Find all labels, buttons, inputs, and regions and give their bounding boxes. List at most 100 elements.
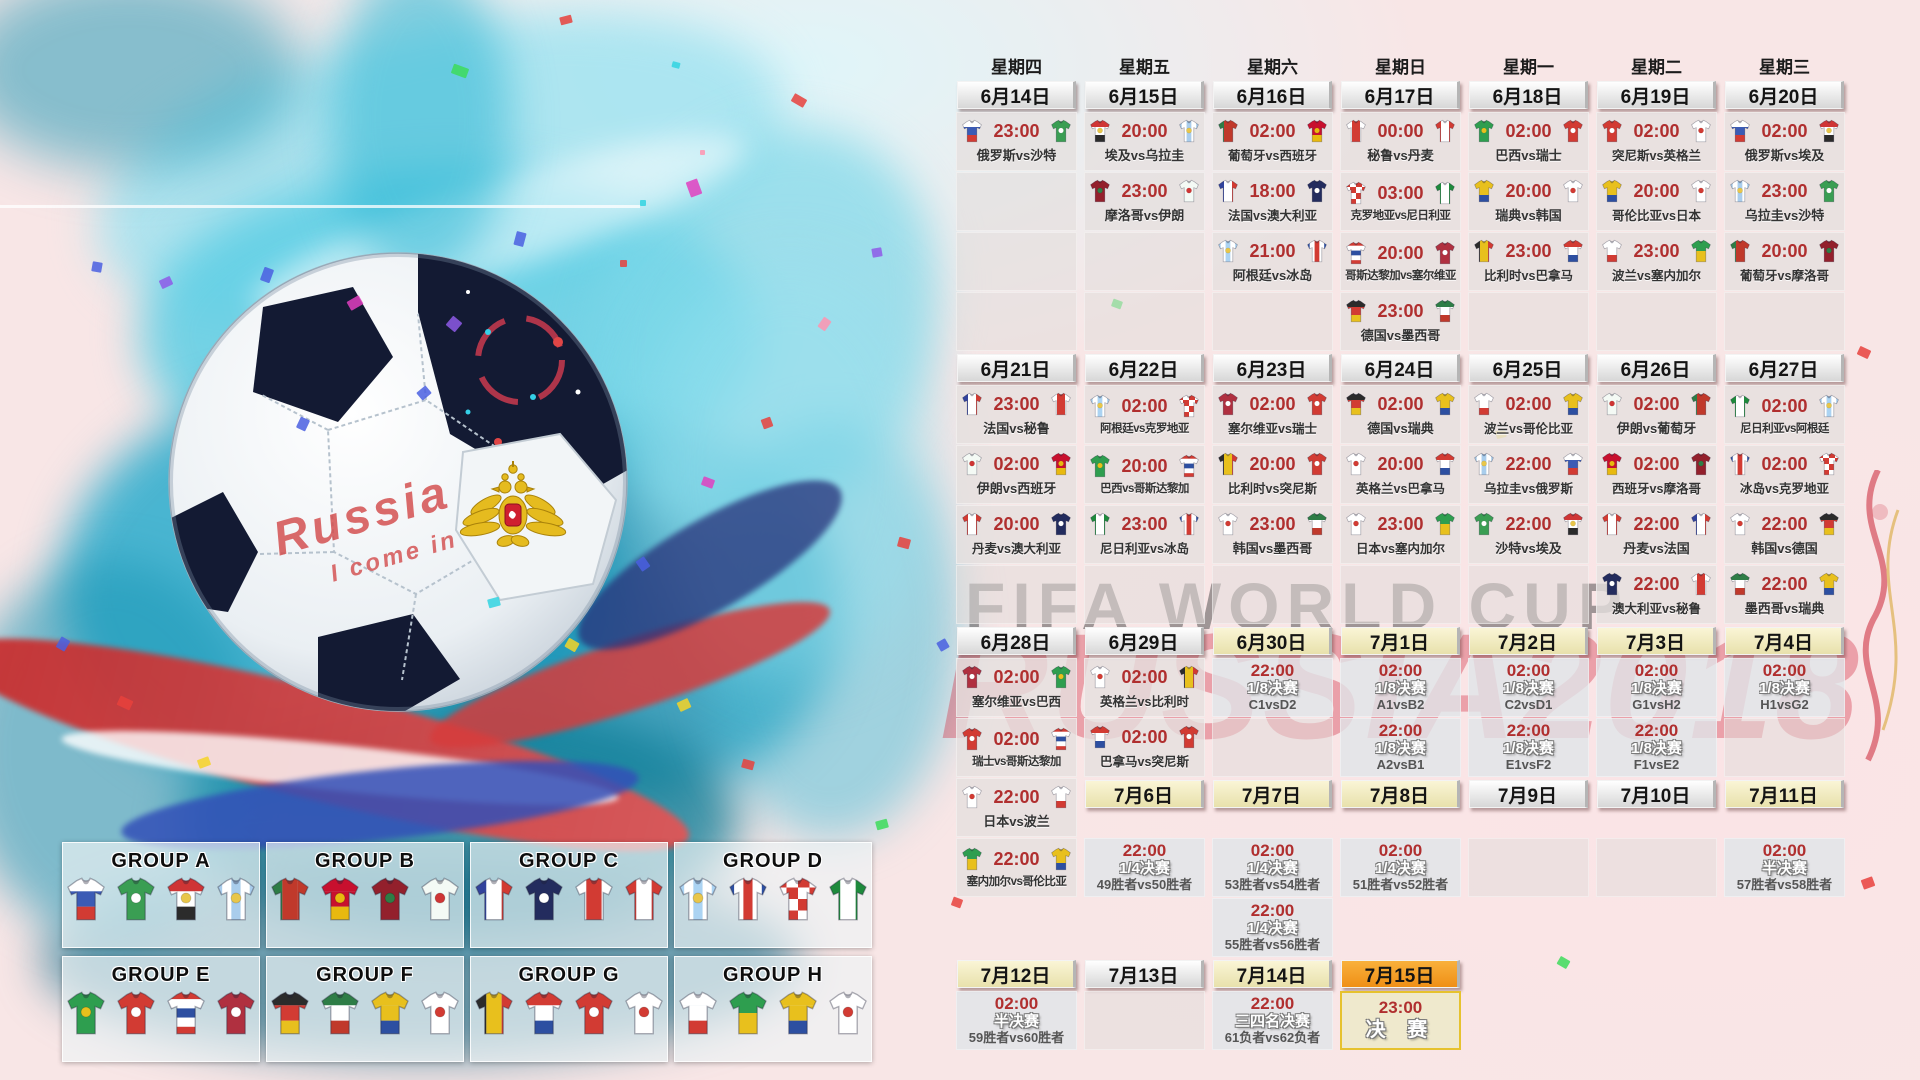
round-detail: C1vsD2 — [1248, 697, 1297, 713]
date-header: 7月3日 — [1596, 625, 1717, 657]
home-jersey-icon — [1472, 179, 1496, 203]
match-teams: 日本vs波兰 — [983, 814, 1050, 829]
match-teams: 葡萄牙vs西班牙 — [1228, 149, 1317, 163]
home-jersey-icon — [1088, 665, 1112, 689]
team-jersey-icon — [725, 876, 771, 922]
date-header: 7月7日 — [1212, 778, 1333, 837]
match-teams: 伊朗vs西班牙 — [976, 481, 1057, 496]
match-time: 22:00 — [1122, 841, 1167, 861]
red-doodle — [1862, 470, 1900, 762]
team-jersey-icon — [725, 990, 771, 1036]
match-time: 02:00 — [1249, 121, 1296, 141]
home-jersey-icon — [1088, 119, 1112, 143]
match-cell: 20:00 丹麦vs澳大利亚 — [956, 505, 1077, 564]
date-text: 6月24日 — [1341, 354, 1460, 382]
knockout-cell: 22:00 1/8决赛 E1vsF2 — [1468, 718, 1589, 777]
round-detail: 57胜者vs58胜者 — [1736, 877, 1833, 893]
date-text: 6月26日 — [1597, 354, 1716, 382]
date-text: 7月7日 — [1213, 780, 1332, 808]
team-jersey-icon — [825, 990, 871, 1036]
blank-cell — [956, 898, 1077, 957]
round-label: 1/4决赛 — [1375, 860, 1426, 878]
round-detail: 61负者vs62负者 — [1224, 1030, 1321, 1046]
away-jersey-icon — [1049, 665, 1073, 689]
date-text: 6月15日 — [1085, 81, 1204, 109]
away-jersey-icon — [1817, 394, 1841, 418]
match-time: 23:00 — [1633, 241, 1680, 261]
home-jersey-icon — [960, 119, 984, 143]
knockout-cell: 22:00 1/4决赛 55胜者vs56胜者 — [1212, 898, 1333, 957]
home-jersey-icon — [1344, 119, 1368, 143]
weekday-text: 星期二 — [1631, 57, 1682, 77]
home-jersey-icon — [1472, 452, 1496, 476]
match-cell: 02:00 冰岛vs克罗地亚 — [1724, 445, 1845, 504]
match-time: 02:00 — [1378, 841, 1423, 861]
date-text: 7月1日 — [1341, 627, 1460, 655]
match-teams: 埃及vs乌拉圭 — [1104, 148, 1185, 163]
match-time: 22:00 — [1633, 574, 1680, 594]
team-jersey-icon — [317, 990, 363, 1036]
match-time: 22:00 — [1761, 574, 1808, 594]
date-header: 7月9日 — [1468, 778, 1589, 837]
confetti-piece — [700, 150, 705, 155]
date-text: 6月18日 — [1469, 81, 1588, 109]
away-jersey-icon — [1049, 452, 1073, 476]
away-jersey-icon — [1817, 119, 1841, 143]
empty-cell — [1340, 565, 1461, 624]
match-teams: 巴拿马vs突尼斯 — [1100, 755, 1189, 769]
date-header: 6月28日 — [956, 625, 1077, 657]
date-text: 6月28日 — [957, 627, 1076, 655]
away-jersey-icon — [1689, 392, 1713, 416]
match-teams: 法国vs澳大利亚 — [1228, 209, 1317, 223]
team-jersey-icon — [63, 990, 109, 1036]
date-header: 7月6日 — [1084, 778, 1205, 837]
team-jersey-icon — [471, 990, 517, 1036]
empty-cell — [1468, 292, 1589, 351]
weekday-text: 星期四 — [991, 57, 1042, 77]
match-time: 21:00 — [1249, 241, 1296, 261]
match-teams: 瑞典vs韩国 — [1495, 208, 1562, 223]
soccer-ball: Russia I come in — [168, 252, 628, 717]
home-jersey-icon — [1216, 119, 1240, 143]
empty-cell — [1724, 292, 1845, 351]
date-header: 6月25日 — [1468, 352, 1589, 384]
knockout-cell: 02:00 1/8决赛 G1vsH2 — [1596, 658, 1717, 717]
match-cell: 02:00 突尼斯vs英格兰 — [1596, 112, 1717, 171]
match-teams: 波兰vs塞内加尔 — [1612, 269, 1701, 283]
away-jersey-icon — [1689, 572, 1713, 596]
date-text: 6月30日 — [1213, 627, 1332, 655]
round-label: 1/8决赛 — [1759, 680, 1810, 698]
group-box: GROUP B — [266, 842, 464, 948]
away-jersey-icon — [1561, 179, 1585, 203]
blank-cell — [1596, 958, 1717, 990]
home-jersey-icon — [1728, 119, 1752, 143]
away-jersey-icon — [1049, 785, 1073, 809]
group-title: GROUP E — [111, 964, 211, 986]
match-cell: 22:00 丹麦vs法国 — [1596, 505, 1717, 564]
home-jersey-icon — [960, 727, 984, 751]
away-jersey-icon — [1049, 512, 1073, 536]
match-teams: 英格兰vs比利时 — [1100, 695, 1189, 709]
away-jersey-icon — [1049, 392, 1073, 416]
match-time: 22:00 — [993, 787, 1040, 807]
team-jersey-icon — [213, 990, 259, 1036]
match-cell: 02:00 西班牙vs摩洛哥 — [1596, 445, 1717, 504]
team-jersey-icon — [113, 990, 159, 1036]
team-jersey-icon — [775, 990, 821, 1036]
home-jersey-icon — [1344, 299, 1368, 323]
round-label: 1/4决赛 — [1247, 920, 1298, 938]
match-time: 22:00 — [1634, 721, 1679, 741]
round-label: 1/8决赛 — [1503, 680, 1554, 698]
weekday-label: 星期四 — [956, 52, 1077, 78]
date-text: 6月17日 — [1341, 81, 1460, 109]
away-jersey-icon — [1817, 179, 1841, 203]
match-time: 23:00 — [1377, 514, 1424, 534]
weekday-label: 星期日 — [1340, 52, 1461, 78]
match-teams: 瑞士vs哥斯达黎加 — [972, 755, 1061, 768]
match-cell: 22:00 沙特vs埃及 — [1468, 505, 1589, 564]
match-teams: 伊朗vs葡萄牙 — [1616, 421, 1697, 436]
confetti-piece — [640, 200, 646, 206]
match-cell: 22:00 澳大利亚vs秘鲁 — [1596, 565, 1717, 624]
home-jersey-icon — [1728, 394, 1752, 418]
match-cell: 18:00 法国vs澳大利亚 — [1212, 172, 1333, 231]
